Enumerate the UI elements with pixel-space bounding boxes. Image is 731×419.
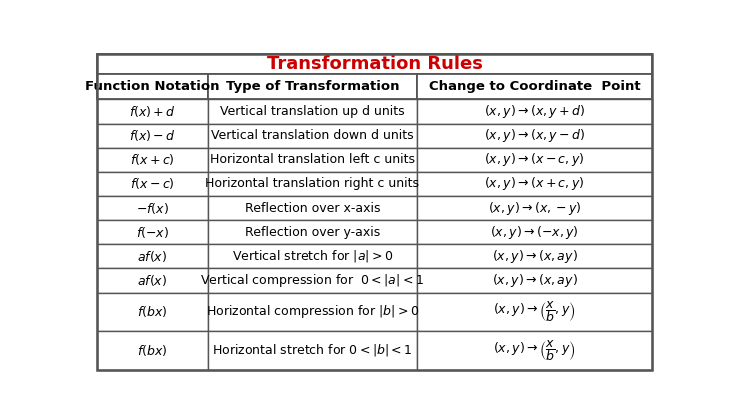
Bar [417, 244, 652, 269]
Bar [208, 124, 417, 148]
Bar [208, 331, 417, 370]
Text: Horizontal stretch for $0<|b|<1$: Horizontal stretch for $0<|b|<1$ [212, 342, 412, 358]
Bar [97, 172, 208, 196]
Bar [208, 99, 417, 124]
Bar [208, 244, 417, 269]
Text: $f(bx)$: $f(bx)$ [137, 304, 167, 319]
Bar [417, 331, 652, 370]
Text: $af(x)$: $af(x)$ [137, 249, 167, 264]
Text: $(x, y) \rightarrow (x+c, y)$: $(x, y) \rightarrow (x+c, y)$ [485, 176, 585, 192]
Text: Vertical translation up d units: Vertical translation up d units [220, 105, 405, 118]
Text: Vertical compression for  $0<|a|<1$: Vertical compression for $0<|a|<1$ [200, 272, 424, 289]
Text: Type of Transformation: Type of Transformation [226, 80, 399, 93]
Bar [97, 99, 208, 124]
Bar [97, 220, 208, 244]
Text: Vertical stretch for $|a|>0$: Vertical stretch for $|a|>0$ [232, 248, 393, 264]
Text: $-f(x)$: $-f(x)$ [136, 201, 169, 215]
Bar [97, 124, 208, 148]
Bar [97, 292, 208, 331]
Bar [208, 172, 417, 196]
Text: $(x, y) \rightarrow (x, ay)$: $(x, y) \rightarrow (x, ay)$ [492, 248, 577, 265]
Bar [417, 74, 652, 99]
Bar [97, 54, 652, 74]
Bar [97, 74, 208, 99]
Bar [97, 244, 208, 269]
Text: $f(x + c)$: $f(x + c)$ [130, 152, 175, 167]
Bar [208, 148, 417, 172]
Text: $(x, y) \rightarrow \left(\dfrac{x}{b}, y\right)$: $(x, y) \rightarrow \left(\dfrac{x}{b}, … [493, 338, 576, 363]
Bar [208, 196, 417, 220]
Bar [417, 220, 652, 244]
Text: $f(x) + d$: $f(x) + d$ [129, 104, 175, 119]
Bar [417, 172, 652, 196]
Text: Change to Coordinate  Point: Change to Coordinate Point [429, 80, 640, 93]
Bar [97, 196, 208, 220]
Bar [97, 269, 208, 292]
Bar [208, 220, 417, 244]
Text: Function Notation: Function Notation [85, 80, 219, 93]
Text: Horizontal translation right c units: Horizontal translation right c units [205, 177, 420, 190]
Text: $(x, y) \rightarrow (x-c, y)$: $(x, y) \rightarrow (x-c, y)$ [485, 151, 585, 168]
Bar [97, 148, 208, 172]
Text: $f(bx)$: $f(bx)$ [137, 343, 167, 358]
Bar [417, 99, 652, 124]
Text: Vertical translation down d units: Vertical translation down d units [211, 129, 414, 142]
Text: Reflection over x-axis: Reflection over x-axis [245, 202, 380, 215]
Bar [417, 196, 652, 220]
Text: Horizontal compression for $|b|>0$: Horizontal compression for $|b|>0$ [205, 303, 419, 321]
Text: $f(-x)$: $f(-x)$ [136, 225, 169, 240]
Bar [417, 148, 652, 172]
Text: $(x, y) \rightarrow \left(\dfrac{x}{b}, y\right)$: $(x, y) \rightarrow \left(\dfrac{x}{b}, … [493, 300, 576, 324]
Text: $af(x)$: $af(x)$ [137, 273, 167, 288]
Bar [208, 269, 417, 292]
Bar [417, 124, 652, 148]
Bar [97, 331, 208, 370]
Text: $(x, y) \rightarrow (x, ay)$: $(x, y) \rightarrow (x, ay)$ [492, 272, 577, 289]
Text: Transformation Rules: Transformation Rules [267, 55, 482, 73]
Text: Reflection over y-axis: Reflection over y-axis [245, 226, 380, 239]
Text: $(x, y) \rightarrow (x, y+d)$: $(x, y) \rightarrow (x, y+d)$ [484, 103, 586, 120]
Bar [208, 292, 417, 331]
Text: $f(x - c)$: $f(x - c)$ [130, 176, 175, 191]
Bar [208, 74, 417, 99]
Text: $f(x) - d$: $f(x) - d$ [129, 128, 175, 143]
Text: $(x, y) \rightarrow (x, y-d)$: $(x, y) \rightarrow (x, y-d)$ [484, 127, 586, 144]
Bar [417, 292, 652, 331]
Text: $(x, y) \rightarrow (-x, y)$: $(x, y) \rightarrow (-x, y)$ [491, 224, 579, 241]
Text: Horizontal translation left c units: Horizontal translation left c units [210, 153, 414, 166]
Text: $(x, y) \rightarrow (x, -y)$: $(x, y) \rightarrow (x, -y)$ [488, 199, 581, 217]
Bar [417, 269, 652, 292]
